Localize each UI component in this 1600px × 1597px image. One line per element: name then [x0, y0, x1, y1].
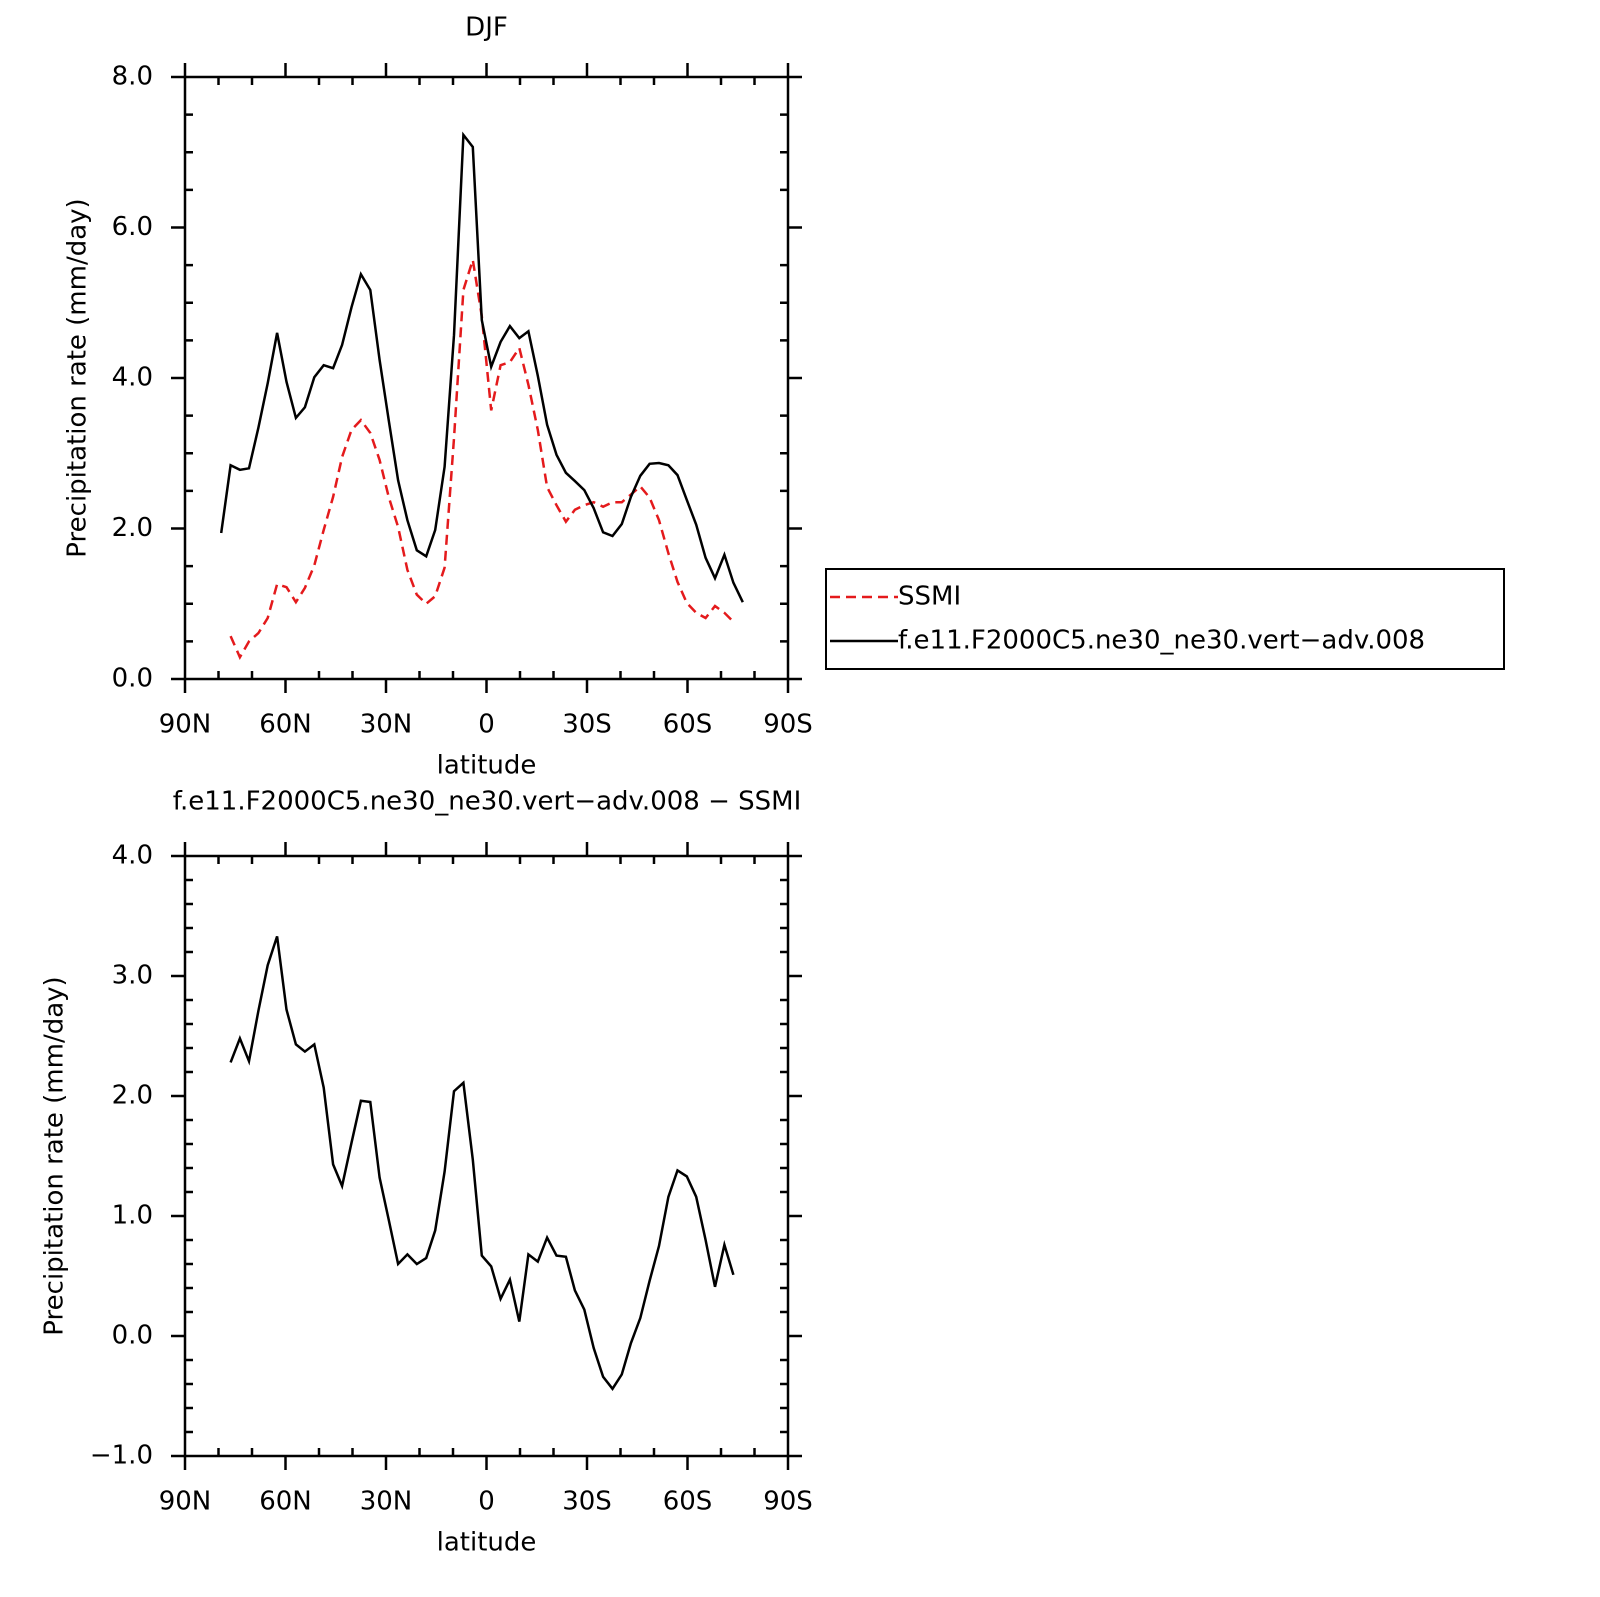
legend-box: [825, 568, 1505, 670]
y-tick-label: 1.0: [112, 1201, 153, 1231]
y-tick-label: 4.0: [112, 841, 153, 871]
y-tick-label: 0.0: [112, 664, 153, 694]
x-tick-label: 30S: [562, 710, 612, 740]
series-line: [229, 936, 735, 1391]
y-tick-label: 2.0: [112, 1081, 153, 1111]
x-tick-label: 60N: [259, 1487, 312, 1517]
x-tick-label: 90N: [159, 710, 212, 740]
plot-frame: [183, 854, 790, 1458]
y-tick-label: 3.0: [112, 961, 153, 991]
chart-title: f.e11.F2000C5.ne30_ne30.vert−adv.008 − S…: [173, 787, 802, 817]
x-tick-label: 0: [478, 710, 495, 740]
x-tick-label: 60S: [663, 710, 713, 740]
legend-label: SSMI: [898, 582, 961, 612]
y-axis-label: Precipitation rate (mm/day): [63, 198, 93, 557]
x-tick-label: 30N: [360, 1487, 413, 1517]
x-tick-label: 30S: [562, 1487, 612, 1517]
y-tick-label: 6.0: [112, 212, 153, 242]
x-tick-label: 60S: [663, 1487, 713, 1517]
y-tick-label: 8.0: [112, 62, 153, 92]
legend-label: f.e11.F2000C5.ne30_ne30.vert−adv.008: [898, 626, 1425, 656]
x-tick-label: 90S: [763, 1487, 813, 1517]
x-tick-label: 90N: [159, 1487, 212, 1517]
x-tick-label: 60N: [259, 710, 312, 740]
x-tick-label: 0: [478, 1487, 495, 1517]
x-tick-label: 30N: [360, 710, 413, 740]
x-axis-label: latitude: [437, 751, 537, 781]
series-line: [219, 131, 744, 603]
y-tick-label: 2.0: [112, 513, 153, 543]
x-axis-label: latitude: [437, 1528, 537, 1558]
y-tick-label: 4.0: [112, 363, 153, 393]
y-axis-label: Precipitation rate (mm/day): [40, 976, 70, 1335]
x-tick-label: 90S: [763, 710, 813, 740]
y-tick-label: −1.0: [90, 1441, 153, 1471]
chart-title: DJF: [465, 13, 508, 43]
y-tick-label: 0.0: [112, 1321, 153, 1351]
